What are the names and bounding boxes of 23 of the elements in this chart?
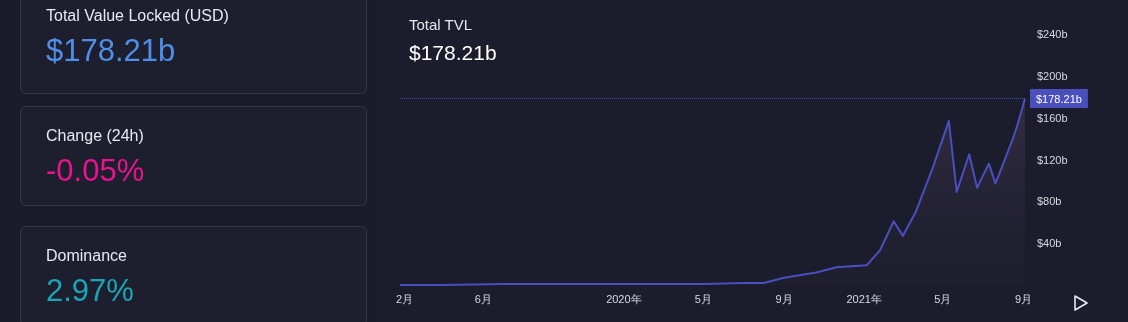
- x-tick-label: 6月: [474, 292, 492, 305]
- y-tick-label: $160b: [1037, 111, 1068, 124]
- y-tick-label: $80b: [1037, 195, 1062, 208]
- y-tick-label: $200b: [1037, 69, 1068, 82]
- x-tick-label: 2021年: [846, 292, 882, 305]
- text: Total Value Locked (USD): [46, 7, 229, 25]
- chart-title: Total TVL: [409, 16, 473, 33]
- x-tick-label: 2020年: [606, 292, 642, 305]
- x-tick-label: 9月: [775, 292, 793, 305]
- x-tick-label: 9月: [1015, 292, 1033, 305]
- text: Change (24h): [46, 127, 144, 145]
- x-tick-label: 5月: [934, 292, 952, 305]
- x-tick-label: 2月: [396, 292, 414, 305]
- y-tick-label: $40b: [1037, 237, 1062, 250]
- chart-subtitle: $178.21b: [409, 41, 497, 64]
- y-tick-label: $240b: [1037, 28, 1068, 40]
- x-tick-label: 5月: [694, 292, 712, 305]
- text: -0.05%: [46, 153, 145, 189]
- ref-line-label: $178.21b: [1036, 92, 1082, 105]
- text: Dominance: [46, 247, 127, 265]
- text: 2.97%: [46, 273, 134, 309]
- text: $178.21b: [46, 33, 176, 69]
- y-tick-label: $120b: [1037, 153, 1068, 166]
